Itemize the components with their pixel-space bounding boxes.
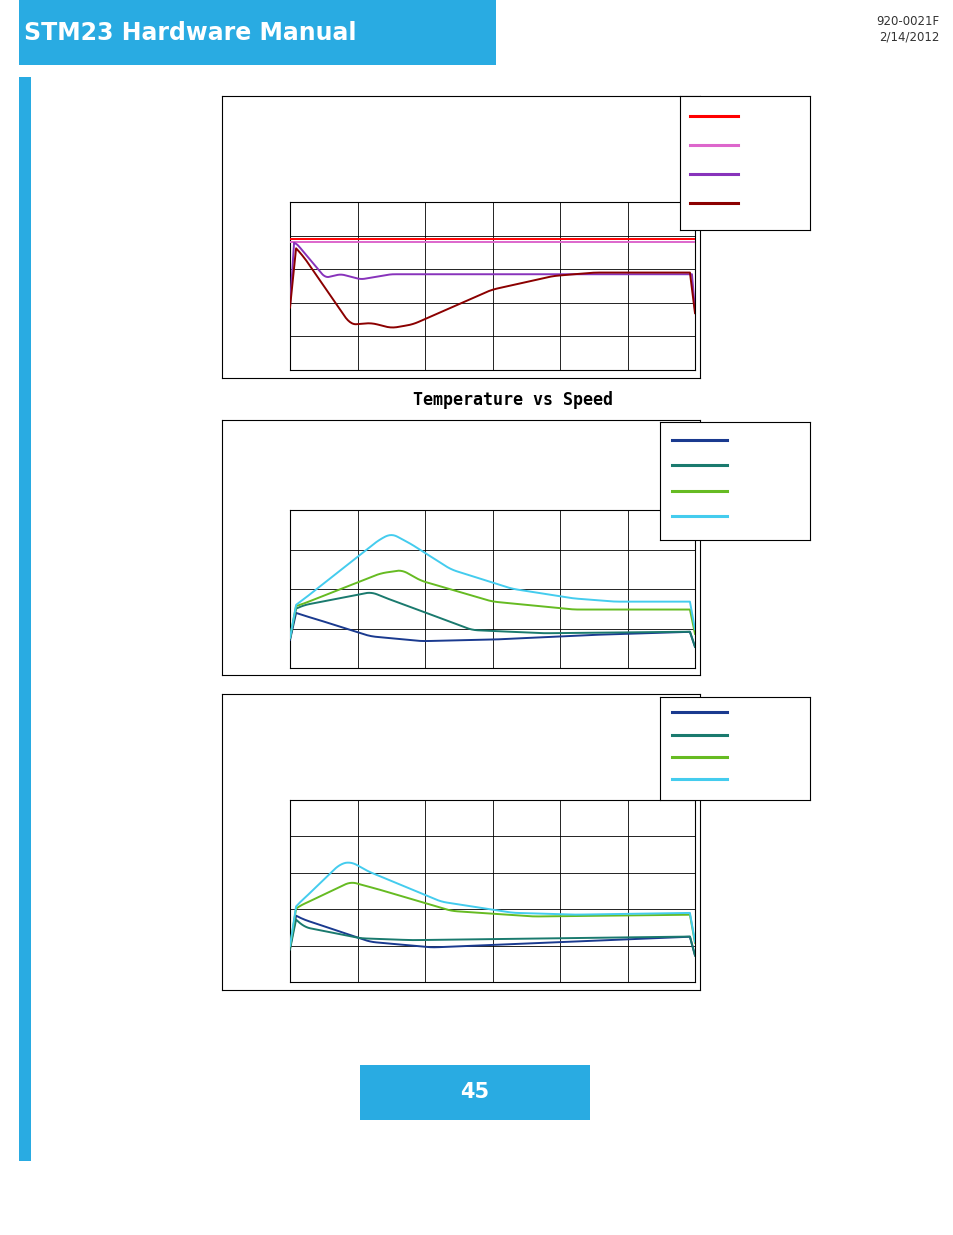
Text: STM23 Hardware Manual: STM23 Hardware Manual [24,21,356,44]
Text: 920-0021F
2/14/2012: 920-0021F 2/14/2012 [876,15,939,43]
Bar [19,0,496,65]
Text: 45: 45 [460,1083,489,1103]
Text: Temperature vs Speed: Temperature vs Speed [413,391,613,409]
